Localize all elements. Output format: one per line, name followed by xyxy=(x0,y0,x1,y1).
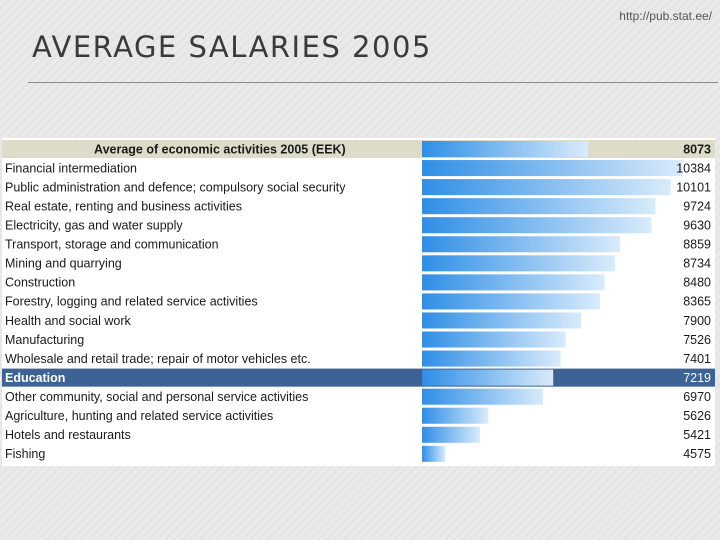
bar-11 xyxy=(422,369,554,386)
value-label: 8365 xyxy=(683,295,711,309)
value-label: 7526 xyxy=(683,333,711,347)
value-label: 8480 xyxy=(683,276,711,290)
value-label: 9630 xyxy=(683,219,711,233)
highlight-band xyxy=(2,368,715,387)
category-label: Electricity, gas and water supply xyxy=(5,219,183,233)
title-divider xyxy=(28,82,718,83)
value-label: 7219 xyxy=(683,371,711,385)
source-url: http://pub.stat.ee/ xyxy=(619,9,712,23)
value-label: 8859 xyxy=(683,238,711,252)
value-label: 5421 xyxy=(683,428,711,442)
salary-table: Average of economic activities 2005 (EEK… xyxy=(2,138,715,466)
value-label: 7900 xyxy=(683,314,711,328)
bar-7 xyxy=(422,293,600,310)
category-label: Agriculture, hunting and related service… xyxy=(5,409,273,423)
category-label: Health and social work xyxy=(5,314,132,328)
value-label: 10101 xyxy=(676,180,711,194)
value-label: 7401 xyxy=(683,352,711,366)
bar-6 xyxy=(422,274,605,291)
salary-bar-chart: Average of economic activities 2005 (EEK… xyxy=(2,140,715,462)
bar-15 xyxy=(422,445,446,462)
bar-2 xyxy=(422,198,656,215)
category-label: Manufacturing xyxy=(5,333,84,347)
category-label: Mining and quarrying xyxy=(5,257,122,271)
average-bar xyxy=(422,141,589,158)
bar-3 xyxy=(422,217,652,234)
bar-14 xyxy=(422,426,480,443)
category-label: Other community, social and personal ser… xyxy=(5,390,308,404)
bar-13 xyxy=(422,407,489,424)
bar-8 xyxy=(422,312,581,329)
category-label: Wholesale and retail trade; repair of mo… xyxy=(5,352,311,366)
bar-12 xyxy=(422,388,544,405)
value-label: 5626 xyxy=(683,409,711,423)
bar-4 xyxy=(422,236,621,253)
average-value-label: 8073 xyxy=(683,142,711,156)
slide-title: AVERAGE SALARIES 2005 xyxy=(32,30,432,64)
category-label: Construction xyxy=(5,276,75,290)
category-label: Hotels and restaurants xyxy=(5,428,131,442)
category-label: Public administration and defence; compu… xyxy=(5,180,346,194)
value-label: 10384 xyxy=(676,161,711,175)
category-label: Transport, storage and communication xyxy=(5,238,219,252)
bar-1 xyxy=(422,179,671,196)
value-label: 9724 xyxy=(683,199,711,213)
value-label: 8734 xyxy=(683,257,711,271)
value-label: 6970 xyxy=(683,390,711,404)
bar-5 xyxy=(422,255,615,272)
category-label: Real estate, renting and business activi… xyxy=(5,199,242,213)
value-label: 4575 xyxy=(683,447,711,461)
bar-0 xyxy=(422,160,683,177)
category-label: Forestry, logging and related service ac… xyxy=(5,295,258,309)
category-label: Financial intermediation xyxy=(5,161,137,175)
chart-title: Average of economic activities 2005 (EEK… xyxy=(94,142,346,156)
bar-9 xyxy=(422,331,566,348)
category-label: Fishing xyxy=(5,447,45,461)
bar-10 xyxy=(422,350,561,367)
category-label: Education xyxy=(5,371,65,385)
